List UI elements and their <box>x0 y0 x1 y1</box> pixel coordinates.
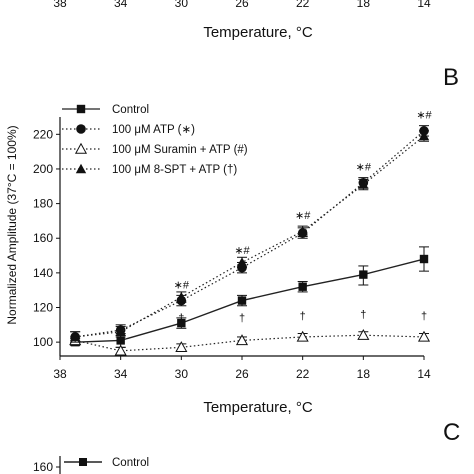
top-panel-fragment: 38 34 30 26 22 18 14 <box>53 0 431 10</box>
data-point <box>177 318 186 328</box>
series-4 <box>69 130 430 343</box>
y-axis-label: Normalized Amplitude (37°C = 100%) <box>5 125 19 324</box>
legend-entry: 100 μM 8-SPT + ATP (†) <box>112 164 237 176</box>
significance-annotation: ∗# <box>174 279 190 291</box>
significance-annotation: ∗# <box>416 110 432 122</box>
x-tick-label: 38 <box>53 367 67 381</box>
data-point <box>297 226 308 236</box>
top-x-tick-label: 22 <box>296 0 310 10</box>
legend-marker <box>76 104 86 114</box>
top-x-tick-label: 38 <box>53 0 67 10</box>
data-point <box>358 179 369 189</box>
data-point <box>418 130 430 141</box>
legend-marker <box>75 163 87 174</box>
data-point <box>176 291 187 302</box>
series-line <box>75 130 425 338</box>
data-point <box>298 282 307 291</box>
y-tick-label: 100 <box>33 335 53 349</box>
series-line <box>75 258 425 343</box>
y-tick-label: 120 <box>33 301 53 315</box>
significance-annotation: † <box>421 311 427 323</box>
data-point <box>116 336 125 345</box>
data-point <box>235 334 249 346</box>
x-tick-label: 14 <box>417 367 431 381</box>
data-point <box>236 257 248 267</box>
legend-entry: Control <box>112 104 149 116</box>
data-point <box>115 326 126 336</box>
data-point <box>357 328 370 340</box>
x-axis-label: Temperature, °C <box>203 399 313 416</box>
data-point <box>69 331 81 342</box>
data-point <box>359 270 368 279</box>
bottom-y-tick-label: 160 <box>33 460 53 474</box>
series-2 <box>70 125 429 343</box>
x-tick-label: 30 <box>175 367 189 381</box>
legend-marker <box>74 142 88 154</box>
significance-annotation: † <box>360 309 366 321</box>
significance-annotation: ∗# <box>295 210 311 222</box>
data-point <box>237 296 247 305</box>
top-x-tick-label: 30 <box>175 0 189 10</box>
bottom-panel-fragment: 160 Control <box>33 456 149 474</box>
top-x-tick-label: 14 <box>417 0 431 10</box>
data-point <box>296 330 309 342</box>
significance-annotation: † <box>239 312 245 324</box>
significance-annotation: ∗# <box>234 245 250 257</box>
significance-annotation: † <box>300 311 306 323</box>
top-x-tick-label: 18 <box>357 0 371 10</box>
legend-entry: 100 μM Suramin + ATP (#) <box>112 144 248 156</box>
legend-entry: 100 μM ATP (∗) <box>112 124 195 136</box>
x-tick-label: 18 <box>357 367 371 381</box>
bottom-legend-marker <box>79 458 87 466</box>
data-point <box>114 344 127 356</box>
x-tick-label: 22 <box>296 367 310 381</box>
y-tick-label: 200 <box>33 162 53 176</box>
panel-label-c: C <box>443 419 460 446</box>
data-point <box>419 254 429 264</box>
x-tick-label: 26 <box>235 367 249 381</box>
significance-annotation: ∗# <box>356 162 372 174</box>
top-x-tick-label: 34 <box>114 0 128 10</box>
top-panel-xlabel: Temperature, °C <box>203 24 313 41</box>
plot-area: ∗# ∗# ∗# ∗# ∗# † † † † † <box>69 110 433 356</box>
y-tick-label: 160 <box>33 231 53 245</box>
x-tick-label: 34 <box>114 367 128 381</box>
y-tick-label: 140 <box>33 266 53 280</box>
significance-annotation: † <box>178 312 184 324</box>
legend: Control 100 μM ATP (∗) 100 μM Suramin + AT… <box>62 104 248 176</box>
top-x-tick-label: 26 <box>235 0 249 10</box>
data-point <box>175 341 188 353</box>
series-line <box>75 334 425 352</box>
data-point <box>417 330 431 342</box>
y-tick-label: 220 <box>33 127 53 141</box>
y-tick-label: 180 <box>33 197 53 211</box>
panel-label-b: B <box>443 64 459 91</box>
legend-marker <box>76 124 86 134</box>
axes: 100 120 140 160 180 200 220 38 34 30 26 22 18 14 <box>33 117 431 381</box>
bottom-legend-entry: Control <box>112 457 149 469</box>
